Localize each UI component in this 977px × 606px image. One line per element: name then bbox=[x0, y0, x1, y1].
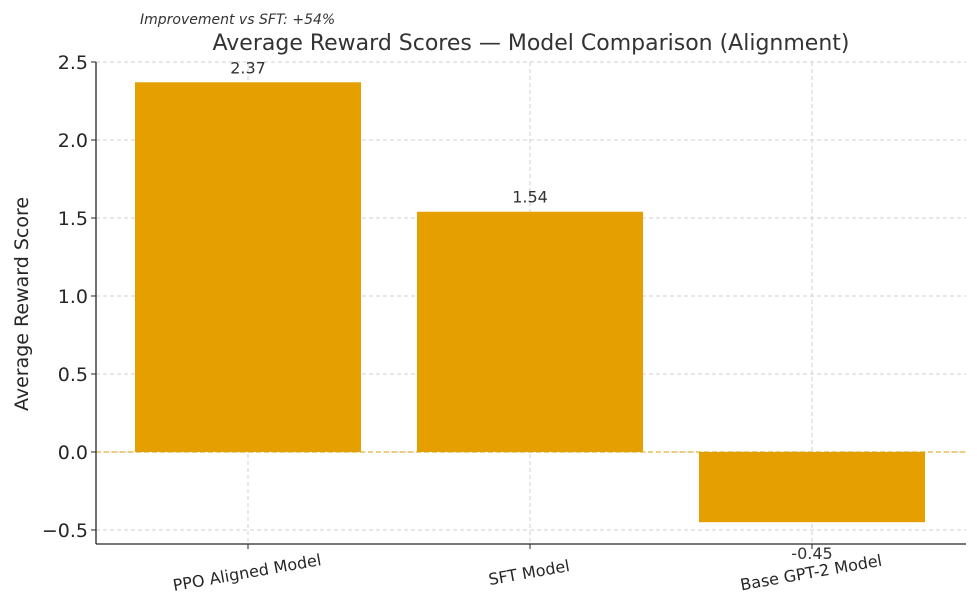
y-tick-label: 0.5 bbox=[58, 364, 88, 386]
bar bbox=[417, 211, 643, 452]
x-tick-label: PPO Aligned Model bbox=[171, 550, 322, 595]
y-tick-label: 1.5 bbox=[58, 208, 88, 230]
y-tick-label: 0.0 bbox=[58, 442, 88, 464]
bar-value-label: 1.54 bbox=[512, 188, 548, 207]
value-labels: 2.37 1.54 -0.45 bbox=[230, 58, 833, 563]
bar-value-label: -0.45 bbox=[791, 544, 832, 563]
y-tick-label: 1.0 bbox=[58, 286, 88, 308]
bar bbox=[135, 82, 361, 452]
y-tick-label: 2.0 bbox=[58, 130, 88, 152]
bar-value-label: 2.37 bbox=[230, 58, 266, 77]
y-tick-label: 2.5 bbox=[58, 52, 88, 74]
chart-annotation: Improvement vs SFT: +54% bbox=[140, 12, 335, 28]
bars bbox=[135, 82, 925, 523]
chart-title: Average Reward Scores — Model Comparison… bbox=[213, 31, 850, 56]
y-axis-label: Average Reward Score bbox=[11, 197, 33, 411]
y-tick-label: −0.5 bbox=[42, 520, 88, 542]
x-axis-ticks: PPO Aligned Model SFT Model Base GPT-2 Mod… bbox=[171, 544, 883, 595]
x-tick-label: SFT Model bbox=[487, 556, 571, 589]
axes bbox=[95, 62, 966, 545]
y-axis-ticks: −0.5 0.0 0.5 1.0 1.5 2.0 2.5 bbox=[42, 52, 96, 542]
bar bbox=[699, 451, 925, 523]
